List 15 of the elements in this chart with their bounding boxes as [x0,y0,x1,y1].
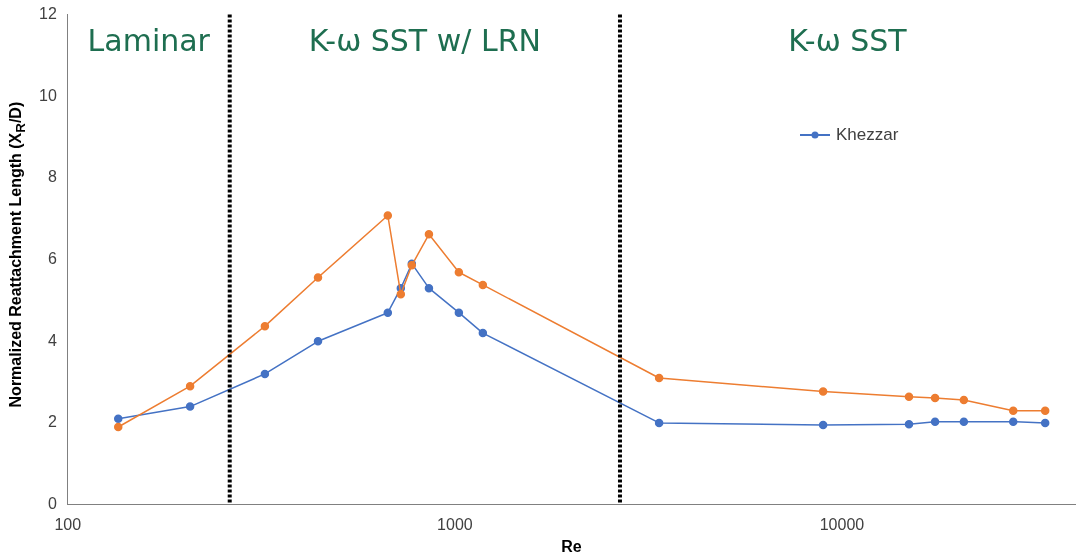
annotation: Laminar [87,23,211,59]
y-tick-label: 12 [39,5,57,23]
x-tick-label: 1000 [437,515,473,533]
legend-label: Khezzar [836,125,899,145]
x-tick-label: 100 [54,515,82,533]
y-tick-label: 10 [39,86,57,104]
annotation: K-ω SST [788,23,908,59]
x-axis-title: Re [561,537,582,555]
y-tick-label: 4 [47,331,57,349]
y-tick-label: 6 [47,250,57,268]
y-tick-label: 0 [47,495,57,513]
x-tick-label: 10000 [819,515,865,533]
annotation: K-ω SST w/ LRN [308,23,541,59]
y-tick-label: 8 [47,168,57,186]
y-tick-label: 2 [47,413,57,431]
